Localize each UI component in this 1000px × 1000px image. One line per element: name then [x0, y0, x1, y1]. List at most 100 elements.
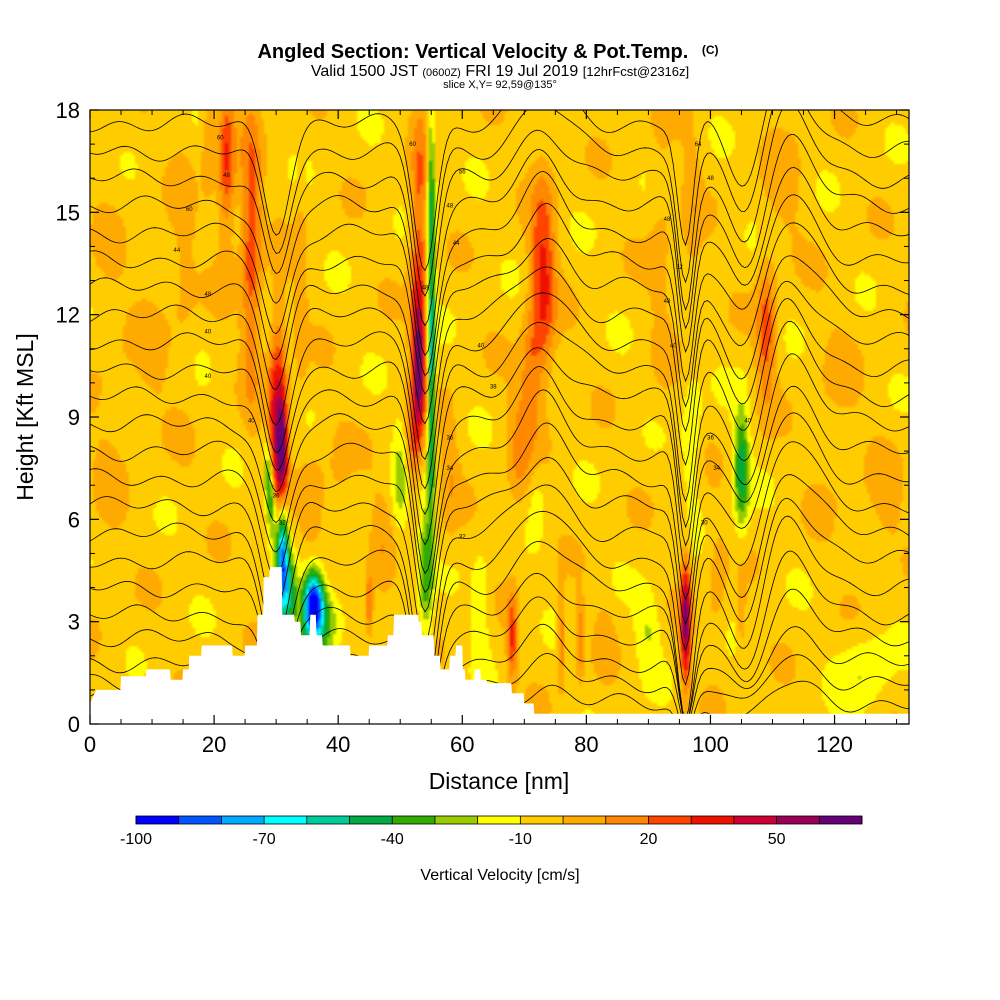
- y-tick-label: 15: [56, 200, 80, 225]
- isentrope-line: [90, 441, 909, 644]
- chart-title-text: Angled Section: Vertical Velocity & Pot.…: [257, 41, 688, 63]
- x-axis-title: Distance [nm]: [429, 768, 570, 794]
- y-tick-label: 12: [56, 303, 80, 328]
- contour-label: 34: [447, 466, 454, 472]
- contour-label: 40: [248, 418, 255, 424]
- color-bar-title: Vertical Velocity [cm/s]: [420, 867, 579, 884]
- color-bar-swatch: [520, 816, 564, 824]
- color-bar-labels: -100 -70 -40 -10 20 50: [120, 831, 786, 848]
- isentrope-line: [90, 353, 909, 575]
- isentrope-line: [90, 588, 909, 724]
- color-bar-swatch: [477, 816, 521, 824]
- color-bar: [135, 815, 863, 825]
- isentrope-line: [90, 222, 909, 425]
- isentrope-line: [90, 133, 909, 357]
- isentrope-line: [90, 194, 909, 395]
- plot-area: 60 48 60 44 48 40 40 40 36 32 60 56 48 44 48 40 38 36 34 32…: [90, 110, 909, 724]
- color-bar-swatch: [178, 816, 222, 824]
- y-tick-label: 6: [68, 507, 80, 532]
- chart-title: Angled Section: Vertical Velocity & Pot.…: [257, 41, 718, 63]
- contour-label: 40: [670, 343, 677, 349]
- color-bar-tick-label: -40: [381, 831, 404, 848]
- contour-label: 60: [186, 207, 193, 213]
- y-tick-label: 9: [68, 405, 80, 430]
- contour-label: 52: [676, 265, 683, 271]
- contour-label: 40: [205, 374, 212, 380]
- color-bar-swatch: [733, 816, 777, 824]
- contour-label: 48: [664, 299, 671, 305]
- contour-label: 48: [422, 285, 429, 291]
- color-bar-swatch: [136, 816, 180, 824]
- slice-info: slice X,Y= 92,59@135°: [443, 79, 557, 91]
- isentrope-line: [90, 550, 909, 724]
- contour-label: 64: [695, 142, 702, 148]
- contour-label: 36: [447, 435, 454, 441]
- color-bar-tick-label: -10: [509, 831, 532, 848]
- x-tick-label: 100: [692, 732, 729, 757]
- valid-date: FRI 19 Jul 2019: [465, 63, 578, 80]
- y-tick-label: 0: [68, 712, 80, 737]
- valid-time-line: Valid 1500 JST (0600Z) FRI 19 Jul 2019 […: [311, 63, 689, 80]
- isentrope-line: [90, 320, 909, 546]
- contour-label: 60: [409, 142, 416, 148]
- color-bar-swatch: [776, 816, 820, 824]
- color-bar-swatch: [648, 816, 692, 824]
- color-bar-swatch: [819, 816, 863, 824]
- contour-label: 44: [453, 241, 460, 247]
- contour-label: 60: [217, 135, 224, 141]
- contour-label: 48: [447, 204, 454, 210]
- isentrope-line: [90, 110, 909, 297]
- contour-label: 48: [223, 173, 230, 179]
- contour-label: 40: [744, 418, 751, 424]
- y-tick-label: 18: [56, 98, 80, 123]
- contour-label: 44: [174, 248, 181, 254]
- isentrope-line: [90, 498, 909, 708]
- color-bar-swatch: [221, 816, 265, 824]
- isentrope-line: [90, 167, 909, 377]
- contour-label: 40: [205, 330, 212, 336]
- color-bar-swatch: [434, 816, 478, 824]
- isentrope-line: [90, 298, 909, 516]
- isentrope-line: [90, 515, 909, 724]
- x-tick-label: 20: [202, 732, 226, 757]
- contour-label: 36: [273, 493, 280, 499]
- contour-label: 48: [664, 217, 671, 223]
- y-axis-title: Height [Kft MSL]: [12, 333, 38, 500]
- x-tick-label: 40: [326, 732, 350, 757]
- contour-label: 48: [205, 292, 212, 298]
- y-tick-label: 3: [68, 610, 80, 635]
- color-bar-swatch: [349, 816, 393, 824]
- contour-labels: 60 48 60 44 48 40 40 40 36 32 60 56 48 44 48 40 38 36 34 32…: [174, 135, 752, 540]
- x-tick-label: 120: [816, 732, 853, 757]
- color-bar-tick-label: 20: [640, 831, 658, 848]
- chart-title-mark: (C): [702, 43, 719, 57]
- color-bar-swatch: [392, 816, 436, 824]
- isentrope-line: [90, 412, 909, 613]
- contour-label: 38: [490, 384, 497, 390]
- isentrope-line: [90, 110, 909, 327]
- contour-label: 48: [707, 176, 714, 182]
- contour-label: 30: [701, 521, 708, 527]
- forecast-tag: [12hrFcst@2316z]: [583, 64, 689, 79]
- color-bar-swatch: [306, 816, 350, 824]
- isentrope-line: [90, 474, 909, 680]
- color-bar-tick-label: -70: [253, 831, 276, 848]
- contour-label: 34: [713, 466, 720, 472]
- contour-label: 40: [478, 343, 485, 349]
- x-tick-label: 60: [450, 732, 474, 757]
- isentrope-line: [90, 385, 909, 594]
- color-bar-swatch: [264, 816, 308, 824]
- color-bar-swatch: [691, 816, 735, 824]
- contour-label: 32: [279, 521, 286, 527]
- x-tick-label: 80: [574, 732, 598, 757]
- contour-label: 36: [707, 435, 714, 441]
- contour-label: 56: [459, 169, 466, 175]
- terrain: [90, 567, 909, 724]
- contour-label: 32: [459, 534, 466, 540]
- valid-zulu: (0600Z): [422, 67, 461, 79]
- color-bar-swatch: [563, 816, 607, 824]
- isentrope-line: [90, 110, 909, 272]
- isentrope-line: [90, 280, 909, 490]
